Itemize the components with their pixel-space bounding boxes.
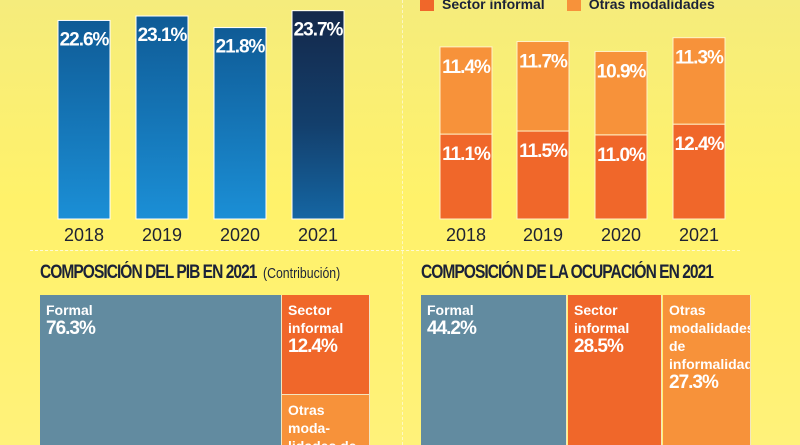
bar-2019 <box>135 15 189 220</box>
tile-value: 12.4% <box>288 336 338 357</box>
legend-item-sector-informal: Sector informal <box>420 0 545 12</box>
bar-value-label: 11.4% <box>442 57 491 78</box>
bar-value-label: 22.6% <box>60 29 110 50</box>
bar-value-label: 12.4% <box>675 134 725 155</box>
tile-label: Sector informal <box>288 302 344 336</box>
bar-2018 <box>57 19 111 220</box>
legend-item-otras-modalidades: Otras modalidades <box>566 0 715 12</box>
tile-formal: Formal 44.2% <box>421 295 567 445</box>
tile-value: 27.3% <box>669 372 719 393</box>
pib-title-subtitle: (Contribución) <box>262 265 341 282</box>
bar-segment-sector-informal-2019 <box>516 130 570 220</box>
bar-value-label: 11.1% <box>442 144 491 165</box>
tile-value: 28.5% <box>574 336 624 357</box>
bar-segment-otras-modalidades-2021 <box>672 37 726 125</box>
bar-segment-sector-informal-2018 <box>439 133 493 220</box>
bar-segment-otras-modalidades-2020 <box>594 50 648 136</box>
pib-treemap: Formal 76.3% Sector informal 12.4% Otras… <box>40 295 370 445</box>
pib-composition-title: COMPOSICIÓN DEL PIB EN 2021 (Contribución… <box>40 262 340 284</box>
bar-value-label: 23.7% <box>294 20 344 41</box>
vertical-divider <box>402 0 403 445</box>
x-tick-label: 2018 <box>446 225 486 245</box>
ocupacion-treemap: Formal 44.2% Sector informal 28.5% Otras… <box>421 295 751 445</box>
bar-segment-otras-modalidades-2018 <box>439 46 493 135</box>
tile-sector-informal: Sector informal 28.5% <box>568 295 662 445</box>
bar-value-label: 10.9% <box>597 61 647 82</box>
tile-label: Otras moda-lidades de informalidad <box>288 402 356 445</box>
tile-otras-modalidades: Otras modalidades de informalidad 27.3% <box>663 295 751 445</box>
tile-otras-modalidades: Otras moda-lidades de informalidad <box>282 395 370 445</box>
legend: Sector informal Otras modalidades <box>420 0 715 12</box>
bar-segment-sector-informal-2021 <box>672 123 726 220</box>
x-tick-label: 2020 <box>220 225 260 245</box>
legend-swatch-sector-informal <box>420 0 434 11</box>
bar-value-label: 11.7% <box>519 52 568 73</box>
bar-2020 <box>213 27 267 220</box>
bar-value-label: 23.1% <box>138 25 188 46</box>
informal-stacked-bar-chart: 11.1% 11.4% 2018 11.5% 11.7% 2019 11.0% 10.9% 20… <box>439 37 726 245</box>
pib-informal-bar-chart: 22.6% 2018 23.1% 2019 21.8% 2020 23.7% 2021 <box>57 10 345 245</box>
tile-label: Formal <box>427 302 474 318</box>
tile-label: Sector informal <box>574 302 630 336</box>
bar-value-label: 11.5% <box>519 141 568 162</box>
x-tick-label: 2018 <box>64 225 104 245</box>
x-tick-label: 2019 <box>142 225 182 245</box>
tile-formal: Formal 76.3% <box>40 295 282 445</box>
ocupacion-composition-title: COMPOSICIÓN DE LA OCUPACIÓN EN 2021 <box>421 262 714 284</box>
tile-sector-informal: Sector informal 12.4% <box>282 295 370 395</box>
bar-segment-sector-informal-2020 <box>594 134 648 220</box>
x-tick-label: 2020 <box>601 225 641 245</box>
horizontal-divider <box>30 250 740 251</box>
bar-2021 <box>291 10 345 220</box>
legend-label: Otras modalidades <box>588 0 715 12</box>
x-tick-label: 2021 <box>298 225 338 245</box>
tile-value: 76.3% <box>46 318 96 339</box>
tile-label: Formal <box>46 302 93 318</box>
x-tick-label: 2021 <box>679 225 719 245</box>
x-tick-label: 2019 <box>523 225 563 245</box>
legend-label: Sector informal <box>442 0 545 12</box>
tile-label: Otras modalidades de informalidad <box>669 302 751 372</box>
bar-value-label: 21.8% <box>216 37 266 58</box>
ocupacion-title-text: COMPOSICIÓN DE LA OCUPACIÓN EN 2021 <box>421 262 714 283</box>
legend-swatch-otras-modalidades <box>566 0 581 11</box>
pib-title-text: COMPOSICIÓN DEL PIB EN 2021 <box>40 262 257 283</box>
tile-value: 44.2% <box>427 318 477 339</box>
bar-value-label: 11.3% <box>675 48 724 69</box>
bar-value-label: 11.0% <box>597 145 646 166</box>
bar-segment-otras-modalidades-2019 <box>516 41 570 132</box>
